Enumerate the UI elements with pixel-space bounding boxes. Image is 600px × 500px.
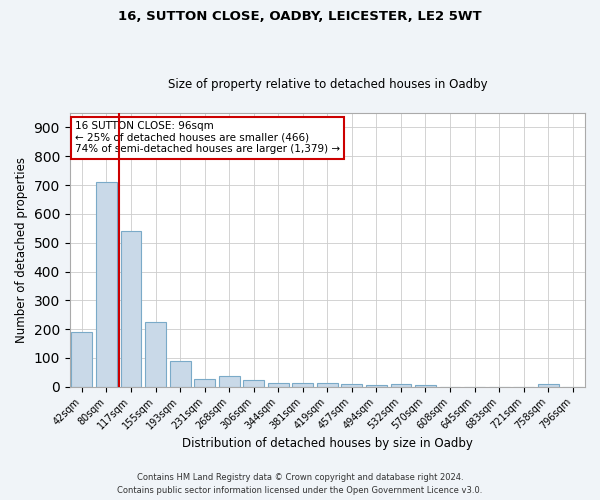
Bar xyxy=(292,383,313,387)
Bar xyxy=(194,379,215,387)
Y-axis label: Number of detached properties: Number of detached properties xyxy=(15,157,28,343)
Bar xyxy=(366,384,387,387)
Bar xyxy=(538,384,559,387)
Bar xyxy=(71,332,92,387)
Bar xyxy=(268,383,289,387)
Bar xyxy=(391,384,412,387)
X-axis label: Distribution of detached houses by size in Oadby: Distribution of detached houses by size … xyxy=(182,437,473,450)
Bar xyxy=(317,383,338,387)
Title: Size of property relative to detached houses in Oadby: Size of property relative to detached ho… xyxy=(167,78,487,91)
Text: 16 SUTTON CLOSE: 96sqm
← 25% of detached houses are smaller (466)
74% of semi-de: 16 SUTTON CLOSE: 96sqm ← 25% of detached… xyxy=(75,121,340,154)
Bar xyxy=(219,376,239,387)
Text: 16, SUTTON CLOSE, OADBY, LEICESTER, LE2 5WT: 16, SUTTON CLOSE, OADBY, LEICESTER, LE2 … xyxy=(118,10,482,23)
Bar xyxy=(96,182,117,387)
Bar xyxy=(121,231,142,387)
Text: Contains HM Land Registry data © Crown copyright and database right 2024.
Contai: Contains HM Land Registry data © Crown c… xyxy=(118,474,482,495)
Bar xyxy=(243,380,264,387)
Bar xyxy=(341,384,362,387)
Bar xyxy=(415,385,436,387)
Bar xyxy=(145,322,166,387)
Bar xyxy=(170,360,191,387)
